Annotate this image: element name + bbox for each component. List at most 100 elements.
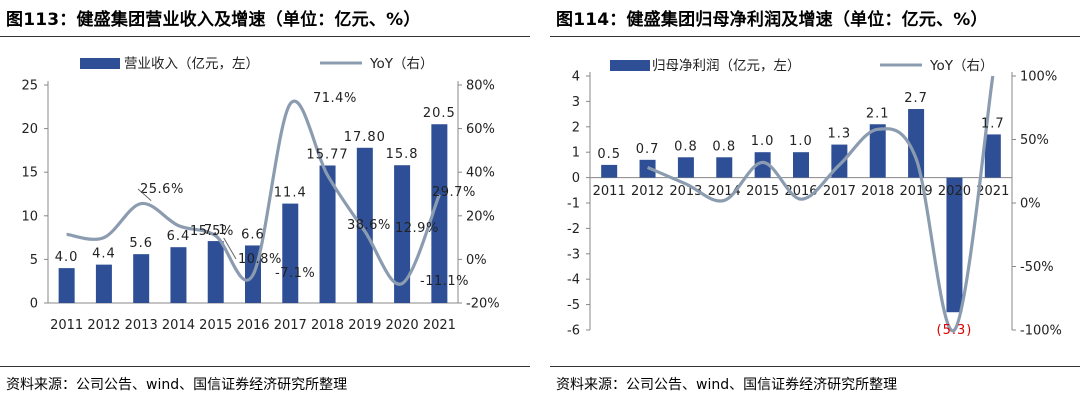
right-axis-tick-label: 40%	[466, 166, 495, 181]
title-divider	[0, 36, 530, 37]
left-axis-tick-label: 10	[21, 209, 38, 224]
right-axis-tick-label: 80%	[466, 79, 495, 94]
source-divider	[550, 366, 1080, 367]
bar	[133, 254, 150, 303]
bar	[95, 264, 112, 303]
chart-source: 资料来源：公司公告、wind、国信证券经济研究所整理	[6, 377, 348, 393]
x-axis-tick-label: 2014	[162, 318, 195, 333]
left-axis-tick-label: 4	[572, 70, 580, 85]
x-axis-tick-label: 2019	[900, 184, 933, 199]
legend-bar-swatch	[610, 60, 650, 71]
x-axis-tick-label: 2020	[938, 184, 971, 199]
chart-panel-revenue: 图113：健盛集团营业收入及增速（单位：亿元、%） 0 5 10 15 20 25 -20%…	[0, 0, 530, 400]
bar-value-label: 0.7	[636, 142, 660, 157]
legend-bar-swatch	[80, 58, 120, 69]
x-axis-tick-label: 2018	[861, 184, 894, 199]
left-axis-tick-label: 0	[30, 297, 38, 312]
x-axis-tick-label: 2016	[236, 318, 269, 333]
bar-value-label: 4.0	[55, 250, 79, 265]
bar-value-label: (5.3)	[937, 323, 973, 338]
left-axis-tick-label: -1	[567, 197, 580, 212]
bar	[394, 165, 411, 303]
bar-value-label: 2.1	[866, 106, 890, 121]
right-axis-tick-label: 60%	[466, 122, 495, 137]
x-axis-tick-label: 2017	[274, 318, 307, 333]
left-axis-tick-label: -6	[567, 324, 580, 339]
bar	[984, 134, 1001, 178]
yoy-value-label: -7.1%	[275, 266, 315, 281]
bar-value-label: 2.7	[904, 91, 928, 106]
title-divider	[550, 36, 1080, 37]
bar-value-label: 7.1	[204, 223, 228, 238]
yoy-line	[646, 75, 995, 333]
bar	[282, 203, 299, 303]
yoy-value-label: 29.7%	[432, 185, 476, 200]
yoy-line	[66, 99, 441, 286]
legend-bar-label: 归母净利润（亿元，左）	[652, 57, 801, 74]
right-axis-tick-label: -50%	[1020, 260, 1054, 275]
x-axis-tick-label: 2018	[311, 318, 344, 333]
left-axis-tick-label: 0	[572, 171, 580, 186]
bar-value-label: 11.4	[274, 186, 307, 201]
bar-value-label: 1.0	[751, 134, 775, 149]
bar-value-label: 4.4	[92, 247, 116, 262]
yoy-value-label: 25.6%	[140, 182, 184, 197]
left-axis-tick-label: 5	[30, 253, 38, 268]
yoy-value-label: 15.5%	[190, 224, 234, 239]
chart-panel-net-profit: 图114：健盛集团归母净利润及增速（单位：亿元、%） -6 -5 -4 -3 -2 -1 0…	[550, 0, 1080, 400]
x-axis-tick-label: 2011	[593, 184, 626, 199]
label-leader-line	[137, 188, 152, 201]
x-axis-tick-label: 2019	[348, 318, 381, 333]
bar	[170, 247, 187, 303]
chart-source: 资料来源：公司公告、wind、国信证券经济研究所整理	[556, 377, 898, 393]
bar-value-label: 0.5	[597, 147, 621, 162]
right-axis-tick-label: -100%	[1020, 324, 1062, 339]
bar-value-label: 6.6	[241, 227, 265, 242]
x-axis-tick-label: 2013	[125, 318, 158, 333]
x-axis-tick-label: 2020	[386, 318, 419, 333]
chart-title: 图113：健盛集团营业收入及增速（单位：亿元、%）	[6, 10, 421, 30]
bar	[356, 147, 373, 303]
bar	[431, 124, 448, 304]
left-axis-tick-label: -2	[567, 222, 580, 237]
source-divider	[0, 366, 530, 367]
left-axis-tick-label: -5	[567, 298, 580, 313]
bar-value-label: 6.4	[167, 229, 191, 244]
right-axis-tick-label: 20%	[466, 209, 495, 224]
left-axis-tick-label: 20	[21, 122, 38, 137]
right-axis-tick-label: 0%	[1020, 197, 1041, 212]
legend-line-label: YoY（右）	[929, 58, 993, 74]
bar-value-label: 17.80	[344, 130, 386, 145]
bar	[319, 165, 336, 303]
right-axis-tick-label: 50%	[1020, 133, 1049, 148]
legend-line-label: YoY（右）	[369, 56, 433, 72]
x-axis-tick-label: 2012	[87, 318, 120, 333]
bar	[754, 152, 771, 178]
left-axis-tick-label: -3	[567, 247, 580, 262]
left-axis-tick-label: 25	[21, 79, 38, 94]
bar	[869, 124, 886, 178]
yoy-value-label: 38.6%	[347, 218, 391, 233]
x-axis-tick-label: 2021	[423, 318, 456, 333]
bar	[793, 152, 809, 178]
bar-value-label: 1.7	[981, 116, 1005, 131]
bar-value-label: 1.3	[828, 127, 852, 142]
yoy-value-label: 10.8%	[238, 252, 282, 267]
chart-title: 图114：健盛集团归母净利润及增速（单位：亿元、%）	[556, 10, 988, 30]
bar-value-label: 15.8	[386, 147, 419, 162]
bar	[716, 157, 733, 178]
x-axis-tick-label: 2021	[976, 184, 1009, 199]
right-axis-tick-label: 0%	[466, 253, 487, 268]
left-axis-tick-label: 2	[572, 120, 580, 135]
left-axis-tick-label: 3	[572, 95, 580, 110]
right-axis-tick-label: -20%	[466, 297, 500, 312]
yoy-value-label: -11.1%	[420, 274, 469, 289]
bar	[677, 157, 694, 178]
bar-value-label: 15.77	[306, 147, 348, 162]
bar-value-label: 5.6	[129, 236, 153, 251]
bar	[946, 177, 963, 313]
bar-value-label: 0.8	[674, 139, 698, 154]
yoy-value-label: 12.9%	[395, 221, 439, 236]
right-axis-tick-label: 100%	[1020, 70, 1057, 85]
yoy-value-label: 71.4%	[313, 91, 357, 106]
